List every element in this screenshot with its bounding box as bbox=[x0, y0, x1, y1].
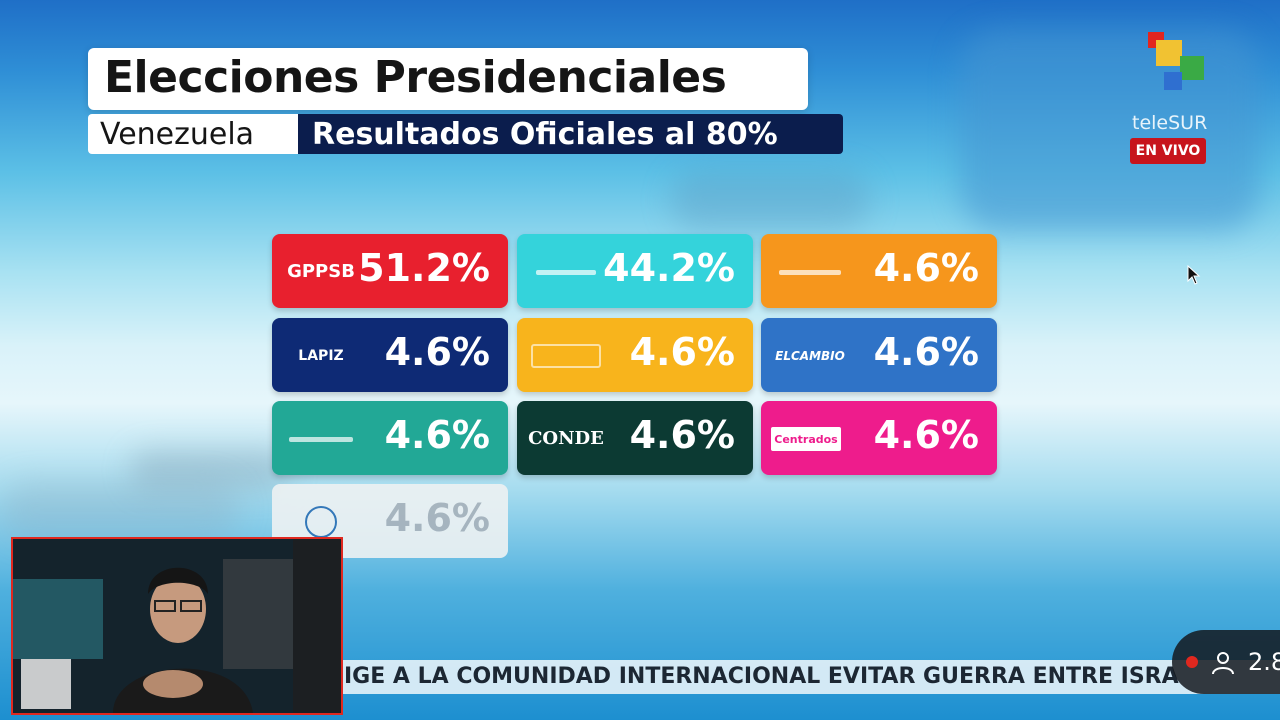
party-logo bbox=[282, 419, 360, 459]
party-logo bbox=[771, 252, 849, 292]
viewer-count-badge: 2.8 bbox=[1172, 630, 1280, 694]
result-card: ELCAMBIO 4.6% bbox=[761, 318, 997, 392]
news-ticker-text: IGE A LA COMUNIDAD INTERNACIONAL EVITAR … bbox=[344, 664, 1179, 689]
result-card: 4.6% bbox=[272, 401, 508, 475]
background-shape bbox=[670, 170, 870, 230]
title-banner bbox=[88, 48, 808, 110]
live-badge: EN VIVO bbox=[1130, 138, 1206, 164]
subtitle-results-banner bbox=[298, 114, 843, 154]
viewer-count: 2.8 bbox=[1248, 648, 1280, 676]
result-card: 4.6% bbox=[272, 484, 508, 558]
party-logo: CONDE bbox=[528, 428, 604, 449]
telesur-logo-icon bbox=[1148, 32, 1204, 90]
result-percentage: 4.6% bbox=[629, 413, 735, 457]
broadcaster-name: teleSUR bbox=[1132, 112, 1208, 134]
result-percentage: 51.2% bbox=[358, 246, 490, 290]
news-ticker bbox=[340, 660, 1280, 694]
background-shape bbox=[0, 480, 240, 540]
result-card: GPPSB 51.2% bbox=[272, 234, 508, 308]
result-card: CONDE 4.6% bbox=[517, 401, 753, 475]
background-shape bbox=[960, 30, 1260, 230]
result-percentage: 4.6% bbox=[629, 330, 735, 374]
result-percentage: 4.6% bbox=[384, 496, 490, 540]
result-card: 4.6% bbox=[517, 318, 753, 392]
result-card: 4.6% bbox=[761, 234, 997, 308]
result-card: 44.2% bbox=[517, 234, 753, 308]
mouse-pointer-icon bbox=[1187, 265, 1201, 285]
party-logo: GPPSB bbox=[287, 261, 355, 282]
result-percentage: 4.6% bbox=[384, 413, 490, 457]
user-icon bbox=[1212, 652, 1234, 675]
subtitle-country: Venezuela bbox=[100, 117, 255, 152]
live-dot-icon bbox=[1186, 656, 1198, 668]
party-logo: ELCAMBIO bbox=[775, 349, 845, 363]
result-percentage: 4.6% bbox=[873, 246, 979, 290]
result-card: Centrados 4.6% bbox=[761, 401, 997, 475]
party-logo bbox=[282, 502, 360, 542]
subtitle-country-banner bbox=[88, 114, 300, 154]
result-percentage: 4.6% bbox=[873, 413, 979, 457]
party-logo bbox=[527, 252, 605, 292]
background-shape bbox=[130, 450, 290, 490]
subtitle-results: Resultados Oficiales al 80% bbox=[312, 117, 778, 152]
result-card: LAPIZ 4.6% bbox=[272, 318, 508, 392]
page-title: Elecciones Presidenciales bbox=[104, 52, 727, 103]
result-percentage: 4.6% bbox=[873, 330, 979, 374]
party-logo: Centrados bbox=[771, 427, 841, 451]
result-percentage: 44.2% bbox=[603, 246, 735, 290]
result-percentage: 4.6% bbox=[384, 330, 490, 374]
webcam-overlay bbox=[11, 537, 343, 715]
party-logo bbox=[527, 336, 605, 376]
party-logo: LAPIZ bbox=[298, 348, 344, 364]
streamer-video bbox=[13, 539, 341, 713]
